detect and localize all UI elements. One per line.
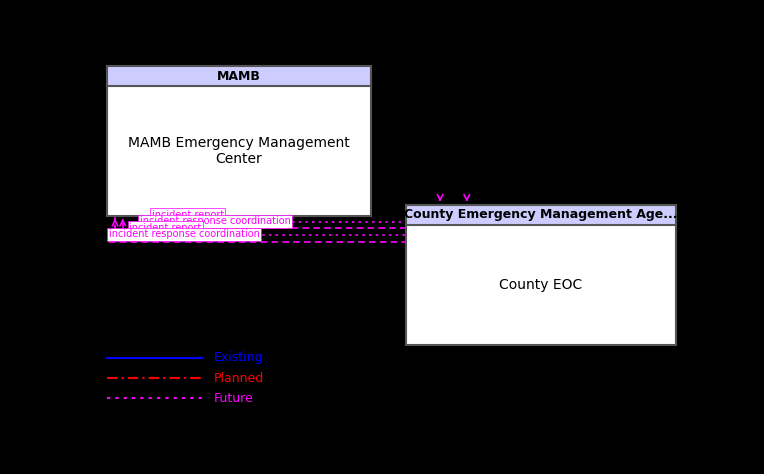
Text: Planned: Planned [214, 372, 264, 384]
Bar [406, 205, 676, 225]
Bar [406, 205, 676, 345]
Text: incident report: incident report [129, 223, 202, 233]
Text: County EOC: County EOC [500, 278, 583, 292]
Text: MAMB Emergency Management
Center: MAMB Emergency Management Center [128, 136, 350, 166]
Text: County Emergency Management Age...: County Emergency Management Age... [404, 208, 678, 221]
Text: incident report: incident report [152, 210, 224, 219]
Bar [107, 66, 371, 86]
Bar [107, 66, 371, 216]
Text: MAMB: MAMB [217, 70, 261, 82]
Text: Existing: Existing [214, 352, 264, 365]
Text: incident response coordination: incident response coordination [140, 216, 291, 226]
Text: incident response coordination: incident response coordination [108, 229, 260, 239]
Text: Future: Future [214, 392, 254, 405]
